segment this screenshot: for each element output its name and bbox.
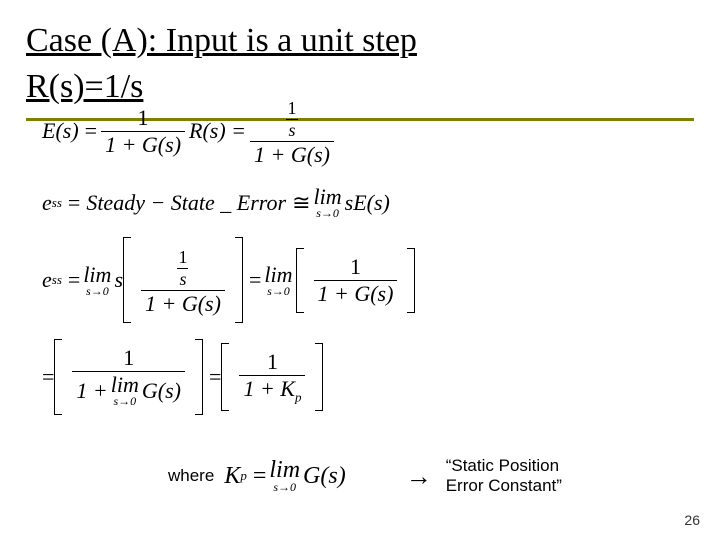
eq2-cong: ≅ <box>292 190 310 216</box>
equation-2: ess = Steady − State _ Error ≅ lim s→0 s… <box>42 184 415 221</box>
eq2-lim: lim s→0 <box>314 184 342 221</box>
eq1-den2: 1 + G(s) <box>250 141 334 168</box>
spec-label: “Static Position Error Constant” <box>446 456 562 496</box>
eq2-eq: = <box>68 190 80 216</box>
slide: Case (A): Input is a unit step R(s)=1/s … <box>0 0 720 540</box>
eq4-bracket1: 1 1 + lim s→0 G(s) <box>54 339 203 415</box>
equation-4: = 1 1 + lim s→0 G(s) <box>42 339 415 415</box>
eq1-frac1: 1 1 + G(s) <box>101 105 185 158</box>
equation-3: ess = lim s→0 s 1 s <box>42 237 415 323</box>
eq1-lhs: E(s) <box>42 118 79 144</box>
eq2-steady: Steady − State _ Error <box>86 190 286 216</box>
footer-row: where Kp = lim s→0 G(s) → “Static Positi… <box>168 456 562 496</box>
page-number: 26 <box>684 512 700 528</box>
eq4-eq1: = <box>42 364 54 390</box>
eq3-eq2: = <box>249 267 261 293</box>
eq3-eq1: = <box>68 267 80 293</box>
eq1-mid: R(s) = <box>189 118 246 144</box>
eq1-eq: = <box>85 118 97 144</box>
title-line-2: R(s)=1/s <box>26 68 143 105</box>
eq2-e: e <box>42 190 52 216</box>
eq2-tail: sE(s) <box>345 190 390 216</box>
kp-expression: Kp = lim s→0 G(s) <box>224 457 345 495</box>
title-line-1: Case (A): Input is a unit step <box>26 22 417 59</box>
eq3-s: s <box>114 267 123 293</box>
eq2-ss: ss <box>52 195 62 211</box>
where-label: where <box>168 466 214 486</box>
eq1-den1: 1 + G(s) <box>101 131 185 158</box>
eq3-bracket2: 1 1 + G(s) <box>296 248 416 313</box>
eq4-bracket2: 1 1 + Kp <box>221 343 323 411</box>
eq3-ss: ss <box>52 272 62 288</box>
eq3-bracket1: 1 s 1 + G(s) <box>123 237 243 323</box>
eq3-lim1: lim s→0 <box>83 262 111 299</box>
eq4-eq2: = <box>209 364 221 390</box>
arrow-icon: → <box>406 461 432 492</box>
slide-title: Case (A): Input is a unit step R(s)=1/s <box>26 18 694 110</box>
eq3-lim2: lim s→0 <box>264 262 292 299</box>
equations: E(s) = 1 1 + G(s) R(s) = 1 s 1 + G(s) es… <box>42 88 415 431</box>
eq3-e: e <box>42 267 52 293</box>
